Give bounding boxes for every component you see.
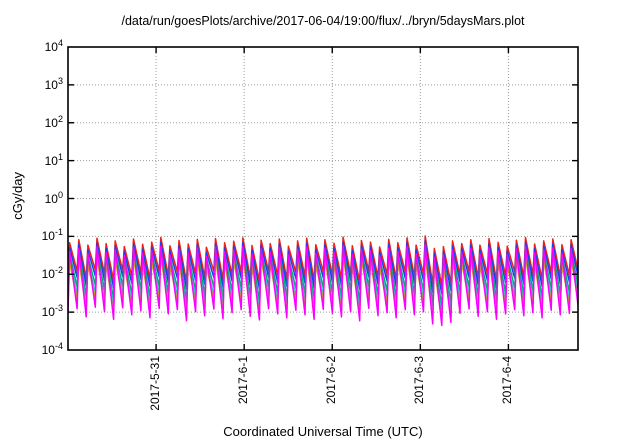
y-tick-label: 10-4 bbox=[41, 341, 63, 357]
x-tick-label: 2017-6-2 bbox=[324, 356, 339, 405]
y-tick-label: 103 bbox=[44, 75, 63, 92]
y-axis-title: cGy/day bbox=[10, 172, 25, 220]
y-tick-label: 102 bbox=[44, 113, 63, 130]
x-tick-label: 2017-5-31 bbox=[148, 356, 163, 411]
magenta-trace bbox=[68, 243, 578, 327]
axis-tick-marks bbox=[68, 47, 578, 350]
y-tick-label: 10-1 bbox=[41, 227, 63, 244]
data-traces bbox=[68, 235, 578, 327]
y-tick-label: 10-2 bbox=[41, 265, 63, 282]
y-tick-label: 101 bbox=[44, 151, 63, 168]
x-axis-title: Coordinated Universal Time (UTC) bbox=[223, 424, 423, 439]
plot-title: /data/run/goesPlots/archive/2017-06-04/1… bbox=[121, 14, 525, 28]
x-tick-label: 2017-6-1 bbox=[236, 356, 251, 405]
y-tick-label: 100 bbox=[44, 189, 63, 206]
x-tick-label: 2017-6-4 bbox=[500, 356, 515, 405]
y-tick-label: 104 bbox=[44, 38, 63, 54]
y-tick-label: 10-3 bbox=[41, 303, 63, 320]
x-tick-label: 2017-6-3 bbox=[412, 356, 427, 405]
